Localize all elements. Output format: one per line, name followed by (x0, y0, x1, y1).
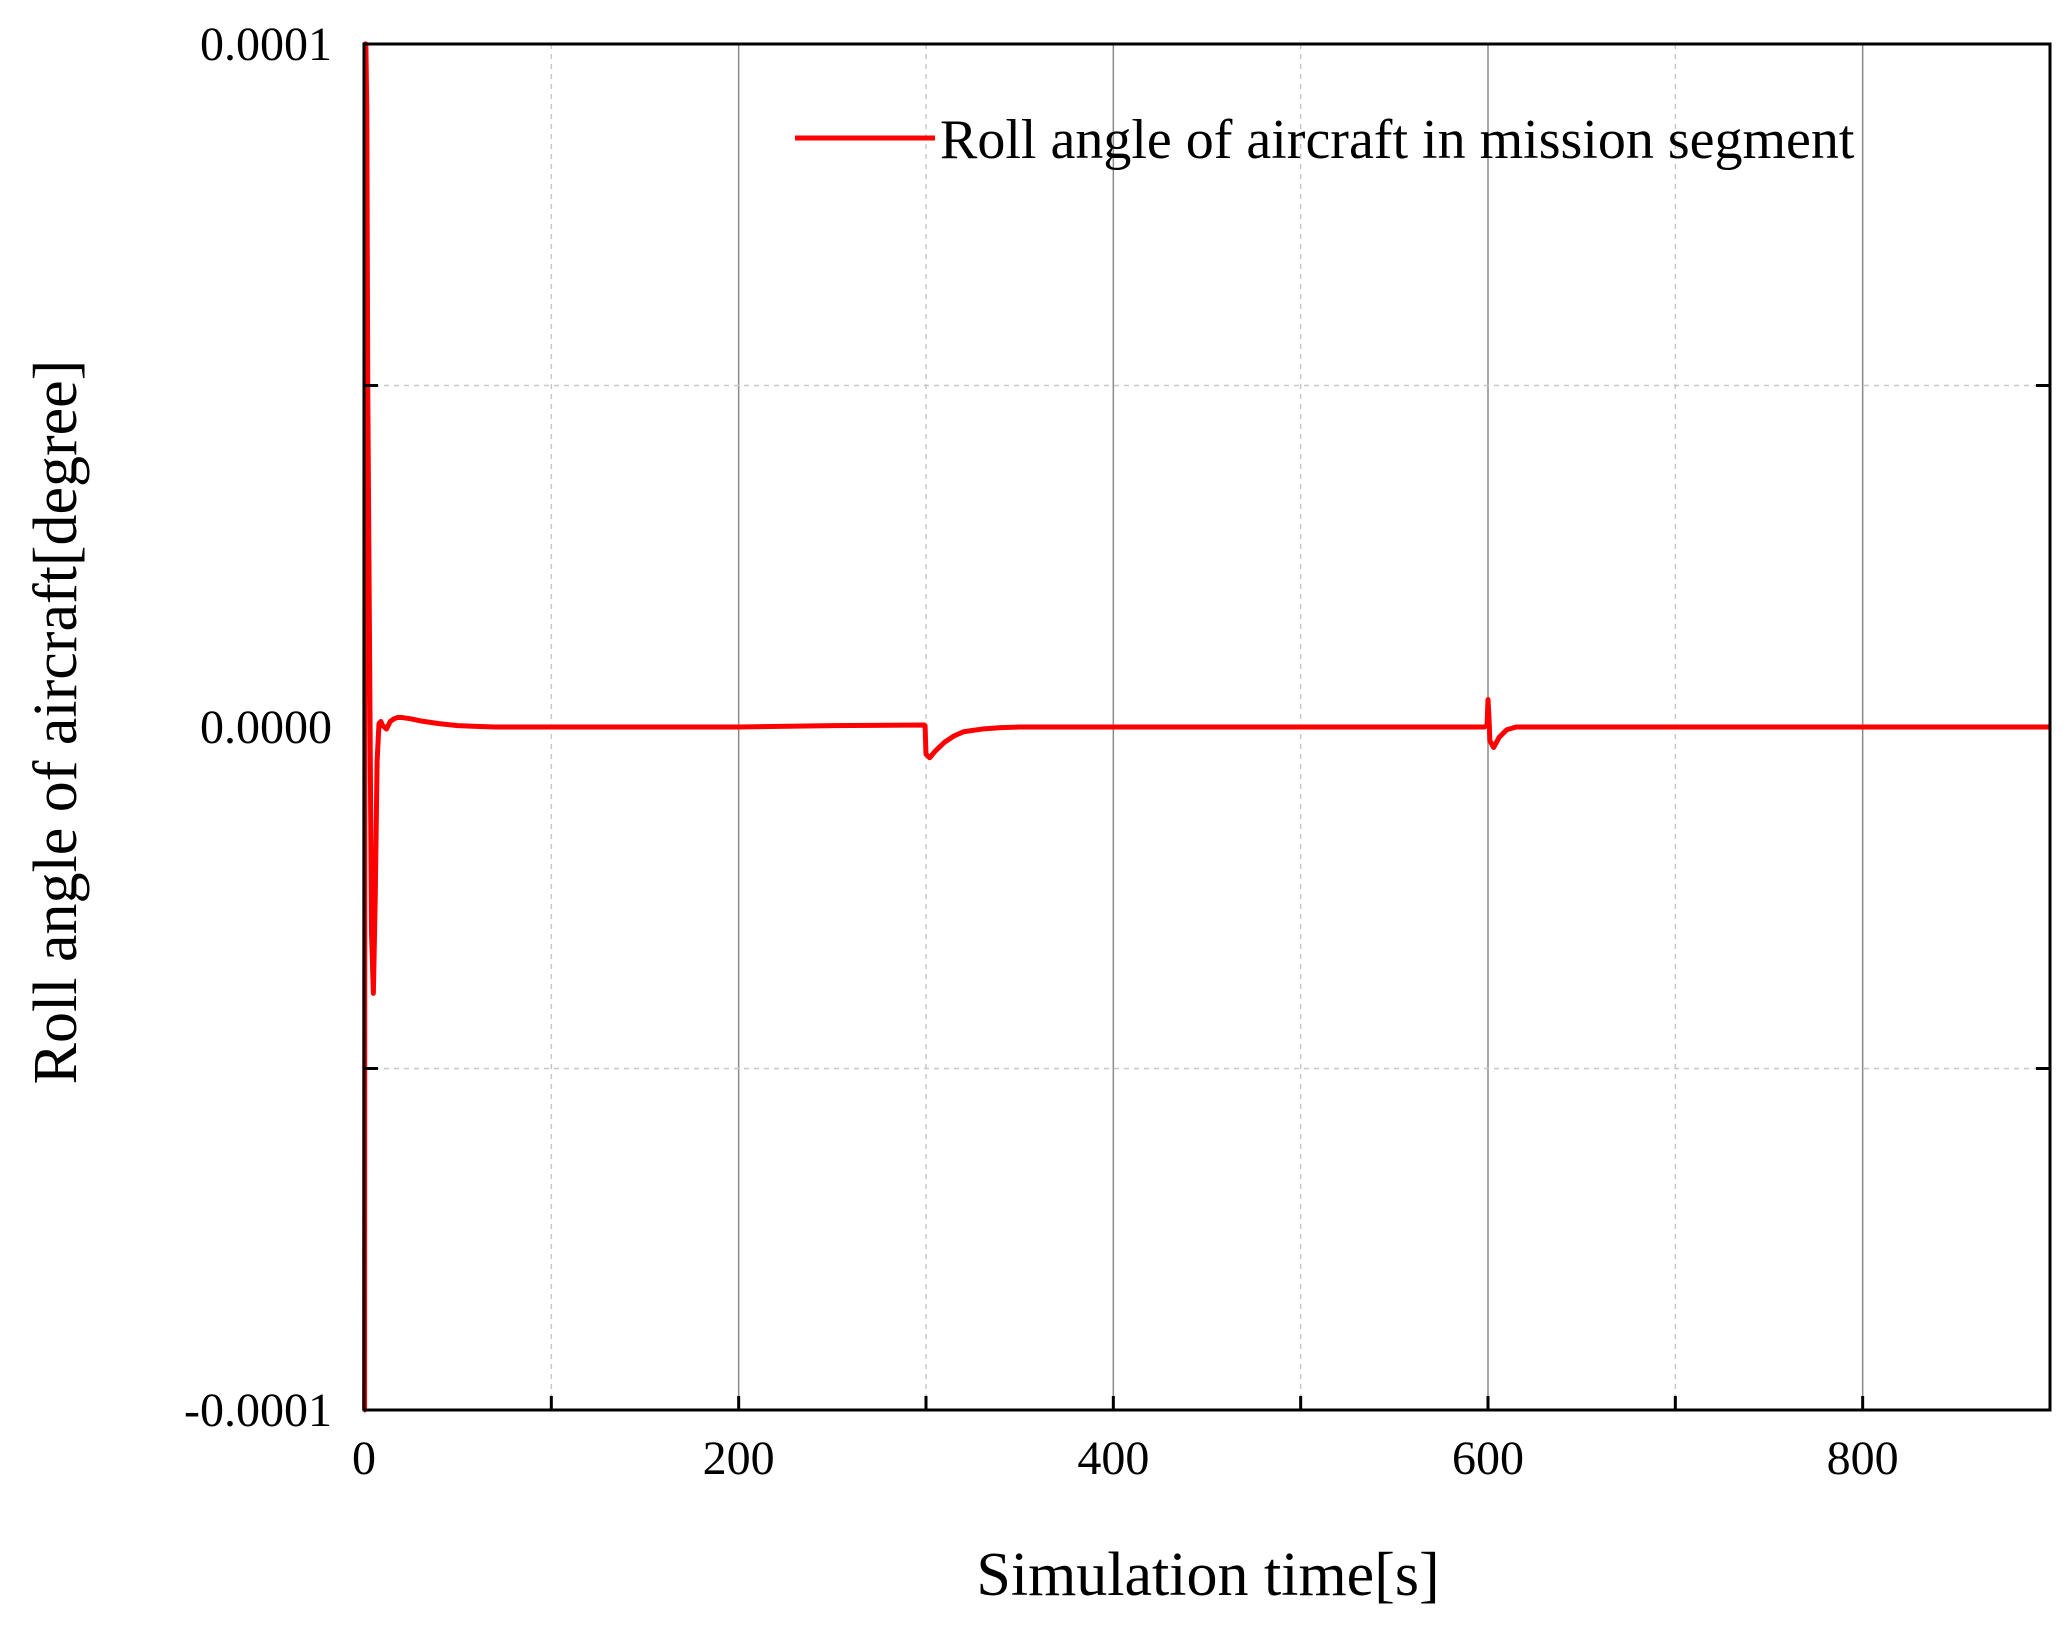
y-tick-label: -0.0001 (184, 1384, 332, 1437)
legend: Roll angle of aircraft in mission segmen… (795, 109, 1855, 171)
y-axis-title: Roll angle of aircraft[degree] (22, 360, 90, 1085)
series-line (362, 41, 2050, 1413)
y-tick-labels: -0.0001 0.0000 0.0001 (184, 18, 332, 1437)
x-tick-label: 200 (703, 1432, 775, 1485)
x-tick-label: 600 (1452, 1432, 1524, 1485)
x-tick-label: 0 (352, 1432, 376, 1485)
y-tick-label: 0.0001 (200, 18, 332, 71)
x-axis-title: Simulation time[s] (976, 1541, 1439, 1609)
x-tick-label: 400 (1077, 1432, 1149, 1485)
y-tick-label: 0.0000 (200, 701, 332, 754)
x-tick-label: 800 (1827, 1432, 1899, 1485)
series-layer (362, 41, 2050, 1413)
plot-frame (362, 42, 2052, 1412)
tick-layer (362, 384, 2050, 1410)
x-tick-labels: 0 200 400 600 800 (352, 1432, 1899, 1485)
legend-label: Roll angle of aircraft in mission segmen… (940, 109, 1855, 171)
